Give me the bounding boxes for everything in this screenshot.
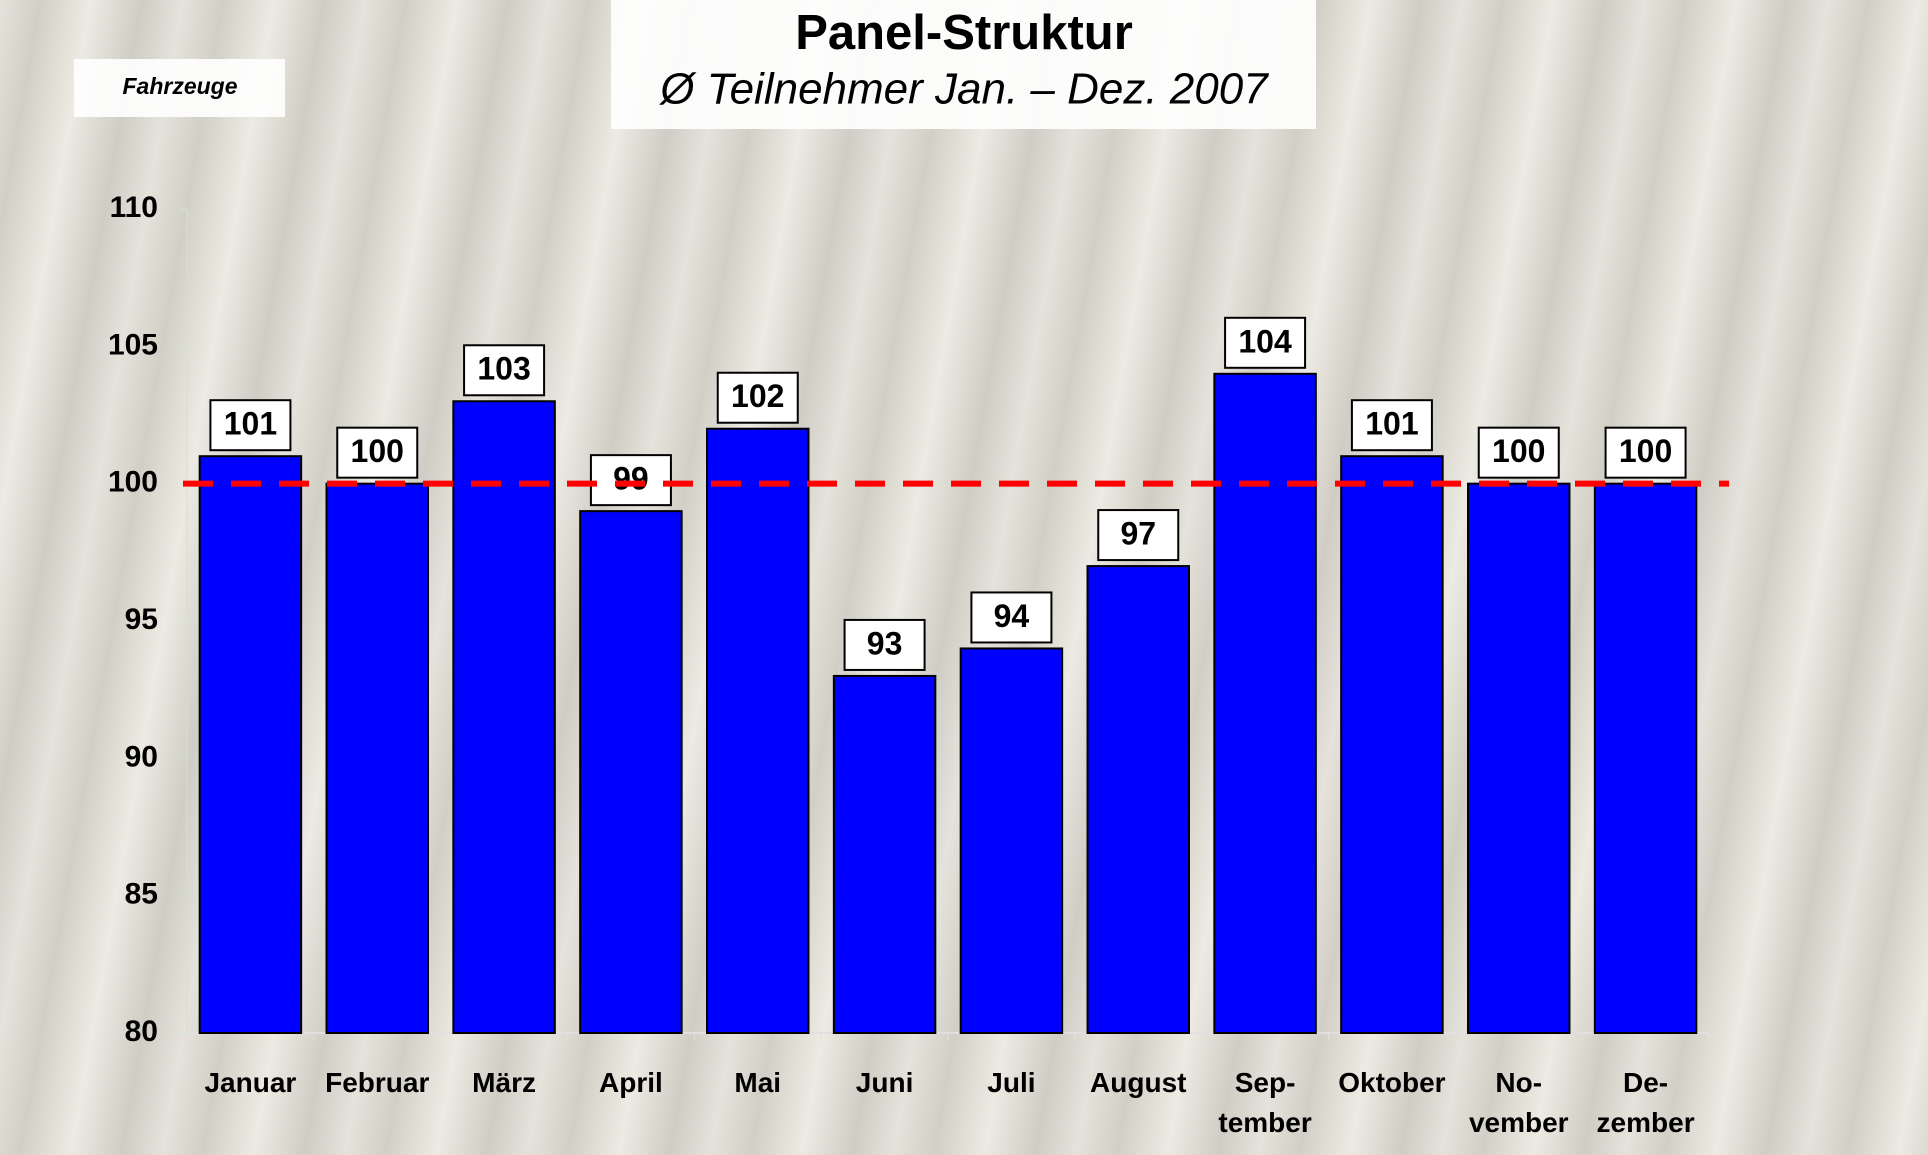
bar <box>327 484 428 1033</box>
x-tick-label: Januar <box>185 1063 315 1103</box>
y-tick-label: 110 <box>110 191 158 224</box>
x-tick-label: Mai <box>693 1063 823 1103</box>
bar <box>1468 484 1569 1033</box>
value-label: 94 <box>994 598 1030 634</box>
y-tick-label: 100 <box>108 466 158 499</box>
bar <box>200 456 301 1033</box>
value-label: 100 <box>1619 433 1672 469</box>
bar <box>1595 484 1696 1033</box>
value-label: 97 <box>1120 516 1156 552</box>
x-tick-label: Juni <box>820 1063 950 1103</box>
x-tick-label: Februar <box>312 1063 442 1103</box>
y-axis-label: Fahrzeuge <box>122 73 237 99</box>
value-label: 101 <box>224 406 277 442</box>
y-tick-label: 85 <box>125 878 158 911</box>
chart-title: Panel-Struktur <box>795 6 1133 60</box>
x-tick-label: Oktober <box>1327 1063 1457 1103</box>
slide: Panel-Struktur Ø Teilnehmer Jan. – Dez. … <box>0 0 1928 1155</box>
x-tick-label: August <box>1073 1063 1203 1103</box>
value-label: 100 <box>1492 433 1545 469</box>
value-label: 104 <box>1238 323 1292 359</box>
chart: Panel-Struktur Ø Teilnehmer Jan. – Dez. … <box>0 0 1928 1155</box>
bar <box>1214 374 1315 1033</box>
x-tick-label: Juli <box>946 1063 1076 1103</box>
y-tick-label: 80 <box>125 1015 158 1048</box>
value-label: 99 <box>613 461 649 497</box>
y-tick-label: 105 <box>108 328 158 361</box>
x-tick-label: Sep- tember <box>1200 1063 1330 1143</box>
bar <box>1088 566 1189 1033</box>
bar <box>1341 456 1442 1033</box>
bar <box>453 401 554 1033</box>
bar <box>707 429 808 1033</box>
y-tick-label: 95 <box>125 603 158 636</box>
value-label: 93 <box>867 625 903 661</box>
x-tick-label: De- zember <box>1581 1063 1711 1143</box>
value-label: 100 <box>351 433 404 469</box>
value-label: 103 <box>477 351 530 387</box>
value-label: 101 <box>1365 406 1418 442</box>
x-tick-label: April <box>566 1063 696 1103</box>
y-tick-label: 90 <box>125 740 158 773</box>
x-tick-label: März <box>439 1063 569 1103</box>
bar <box>961 648 1062 1033</box>
value-label: 102 <box>731 378 784 414</box>
x-tick-label: No- vember <box>1454 1063 1584 1143</box>
chart-subtitle: Ø Teilnehmer Jan. – Dez. 2007 <box>658 65 1269 114</box>
bar <box>834 676 935 1033</box>
bar <box>580 511 681 1033</box>
